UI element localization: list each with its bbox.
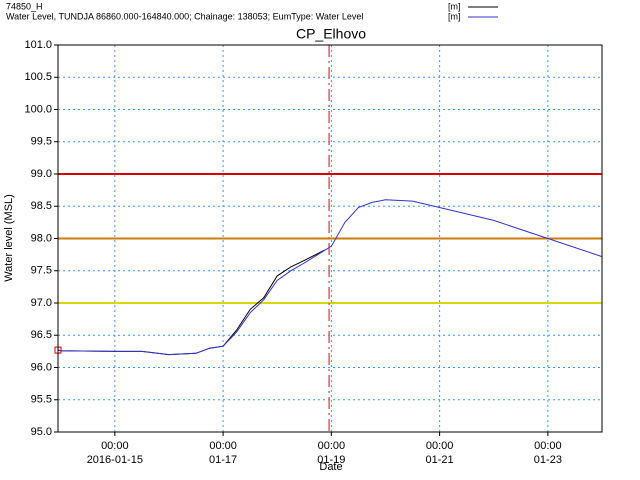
x-tick-sublabel: 01-19 xyxy=(317,454,345,466)
x-axis-label: Date xyxy=(319,461,342,473)
legend-label: Water Level, TUNDJA 86860.000-164840.000… xyxy=(6,11,363,21)
y-tick-label: 95.5 xyxy=(31,394,52,406)
x-tick-label: 00:00 xyxy=(534,440,562,452)
x-tick-sublabel: 01-21 xyxy=(426,454,454,466)
x-tick-label: 00:00 xyxy=(209,440,237,452)
x-tick-label: 00:00 xyxy=(101,440,129,452)
y-tick-label: 96.5 xyxy=(31,329,52,341)
series-line xyxy=(57,199,603,356)
x-tick-label: 00:00 xyxy=(426,440,454,452)
x-tick-sublabel: 01-17 xyxy=(209,454,237,466)
y-tick-label: 100.0 xyxy=(24,103,52,115)
y-tick-label: 98.5 xyxy=(31,200,52,212)
chart-title: CP_Elhovo xyxy=(296,26,366,42)
y-tick-label: 100.5 xyxy=(24,71,52,83)
y-tick-label: 95.0 xyxy=(31,426,52,438)
legend-unit: [m] xyxy=(448,11,461,21)
y-tick-label: 99.0 xyxy=(31,168,52,180)
y-axis-label: Water level (MSL) xyxy=(3,194,15,282)
legend-label: 74850_H xyxy=(6,1,43,11)
y-tick-label: 97.5 xyxy=(31,265,52,277)
x-tick-sublabel: 01-23 xyxy=(534,454,562,466)
y-tick-label: 99.5 xyxy=(31,136,52,148)
y-tick-label: 96.0 xyxy=(31,361,52,373)
legend-unit: [m] xyxy=(448,1,461,11)
plot-frame xyxy=(57,44,603,433)
x-tick-sublabel: 2016-01-15 xyxy=(87,454,143,466)
y-tick-label: 98.0 xyxy=(31,232,52,244)
y-tick-label: 97.0 xyxy=(31,297,52,309)
x-tick-label: 00:00 xyxy=(318,440,346,452)
y-tick-label: 101.0 xyxy=(24,39,52,51)
